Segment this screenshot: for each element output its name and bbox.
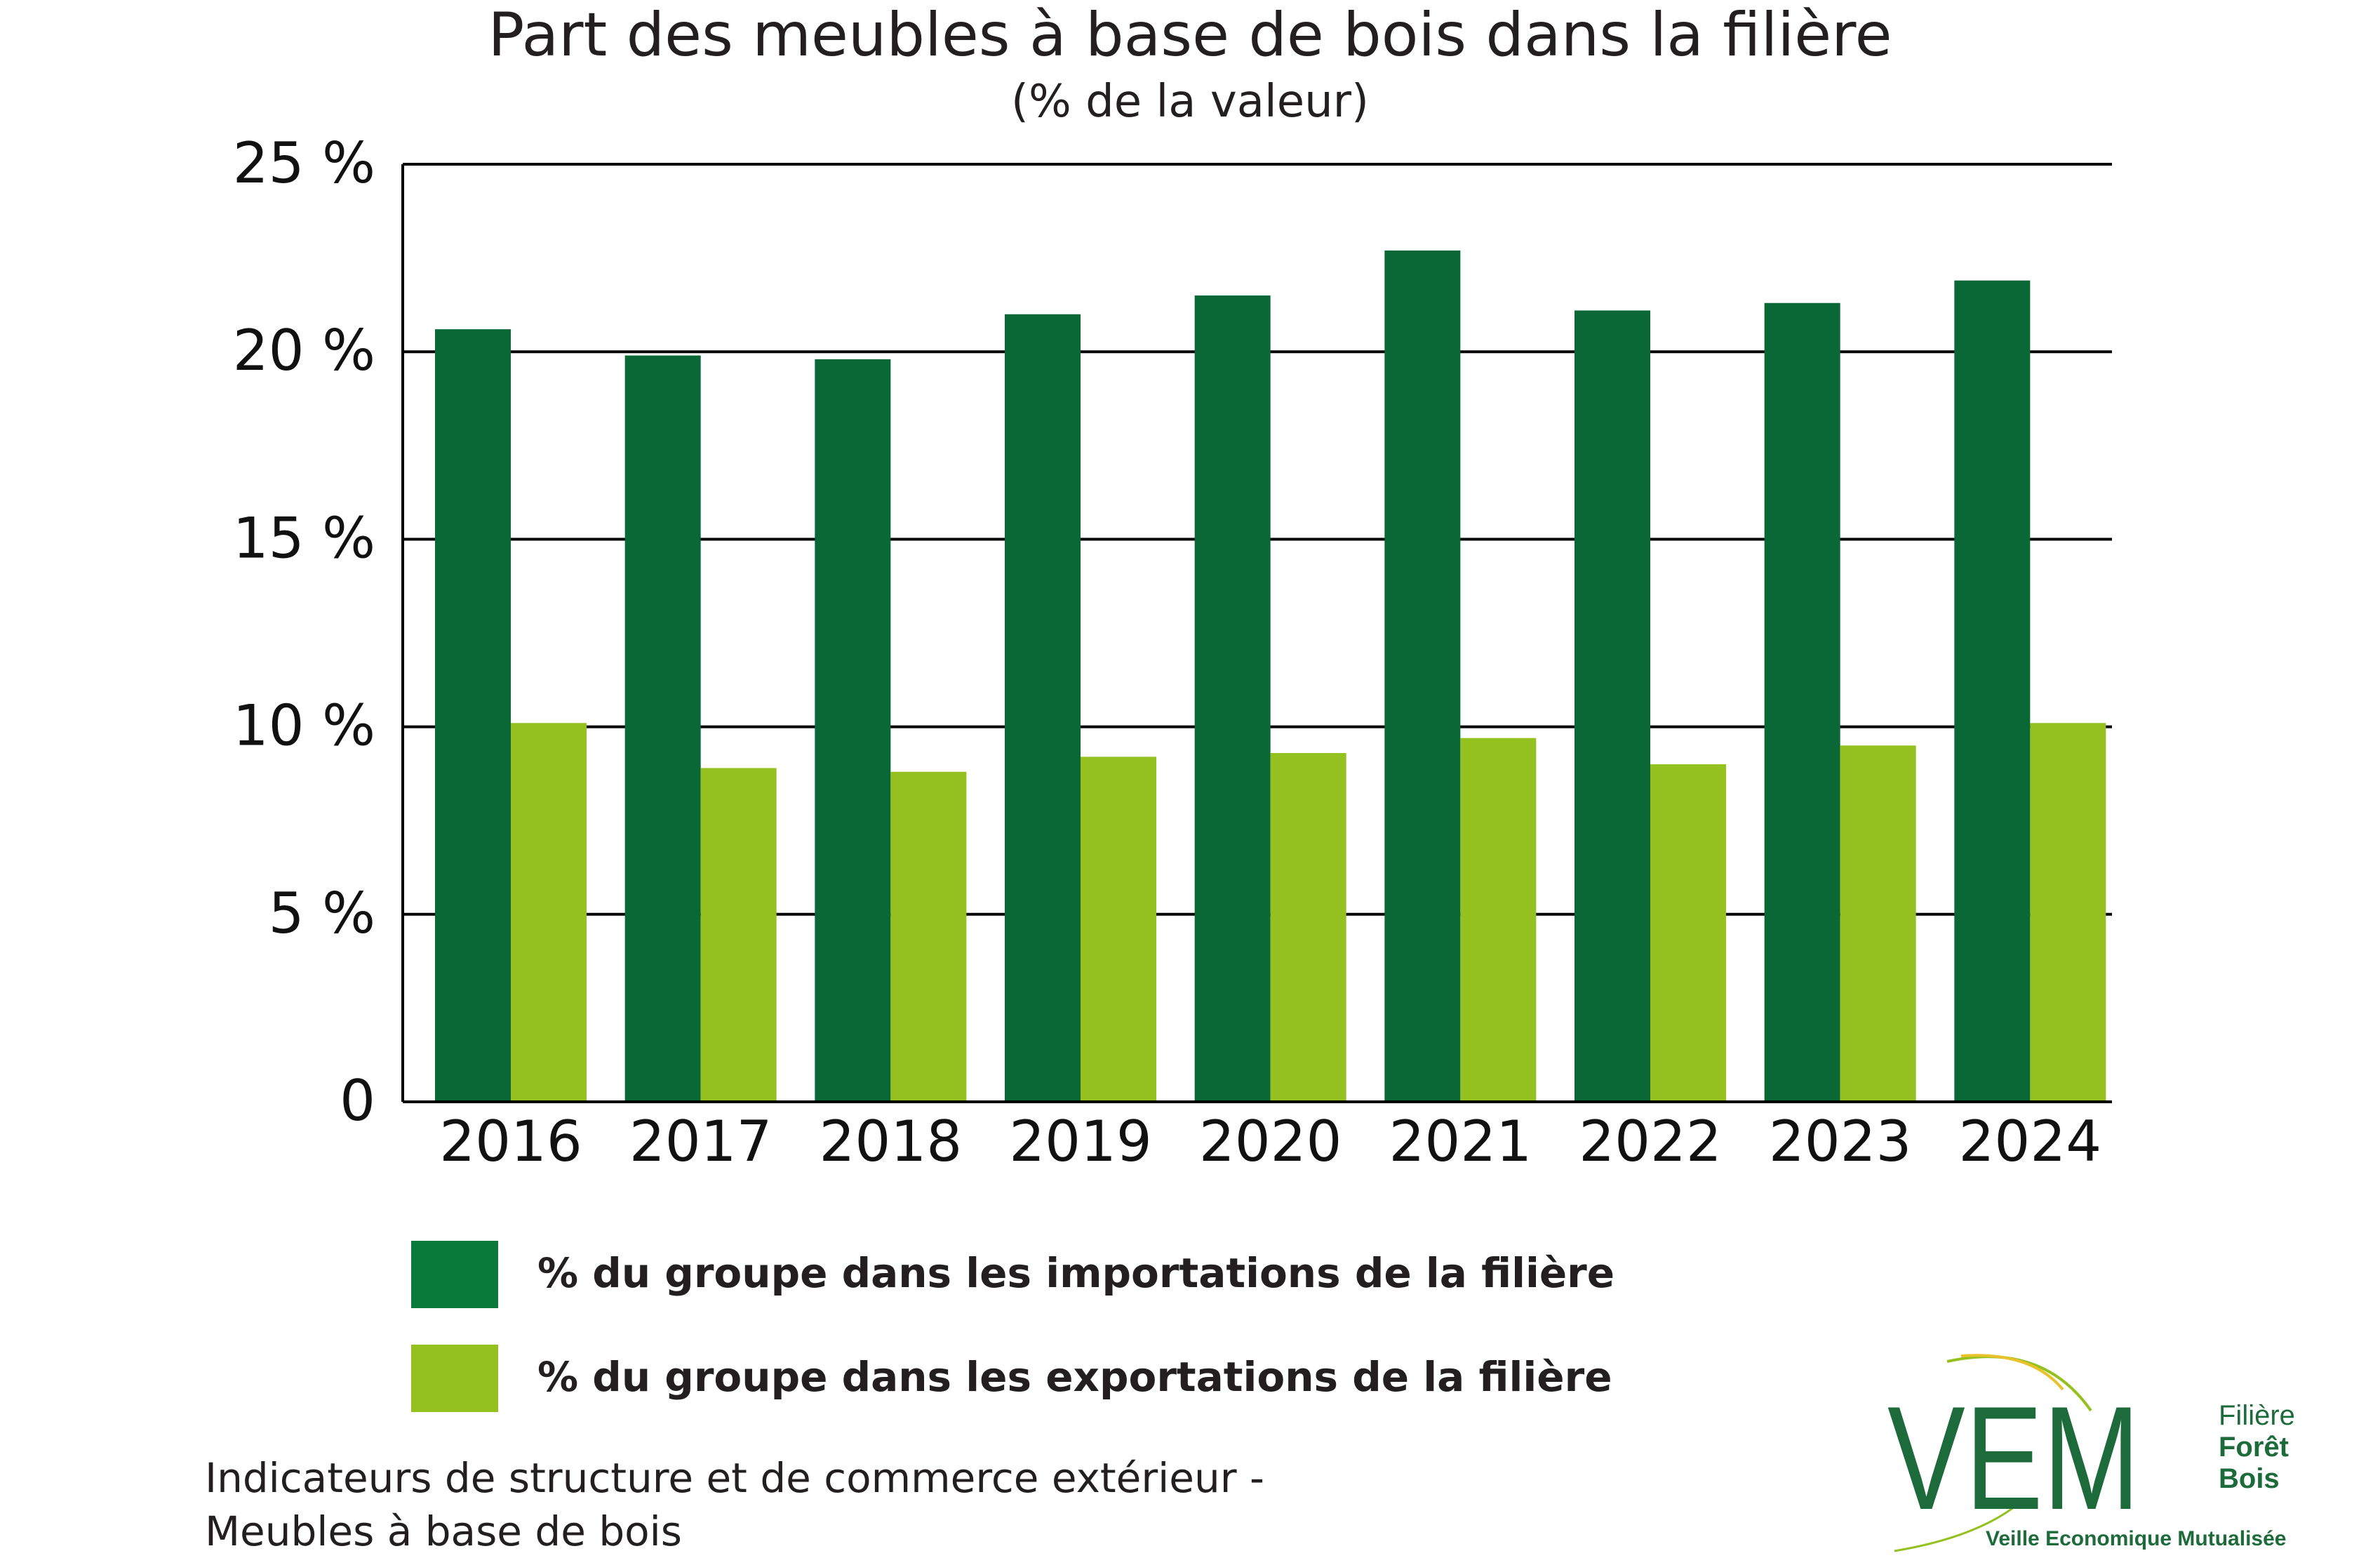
bar-imports [624, 355, 701, 1103]
x-tick-label: 2022 [1579, 1109, 1722, 1174]
logo-swoosh-green [1946, 1355, 2092, 1412]
y-tick-label: 10 % [233, 693, 375, 759]
y-tick-label: 20 % [233, 318, 375, 383]
logo-swoosh-yellow [1960, 1354, 2064, 1391]
bar-imports [435, 329, 511, 1102]
logo-line-3: Bois [2219, 1463, 2280, 1494]
x-tick-label: 2017 [629, 1109, 773, 1174]
y-tick-label: 5 % [269, 881, 375, 946]
x-tick-label: 2016 [439, 1109, 582, 1174]
bar-chart: 0 5 % 10 % 15 % 20 % 25 % 2016 2017 2018 2019 2020… [233, 131, 2112, 1174]
bar-exports [890, 771, 967, 1102]
logo-mark: VEM [1887, 1376, 2140, 1540]
chart-title: Part des meubles à base de bois dans la … [488, 0, 1892, 70]
x-tick-label: 2020 [1199, 1109, 1342, 1174]
x-tick-label: 2021 [1389, 1109, 1532, 1174]
bar-imports [1954, 280, 2031, 1102]
bar-exports [700, 768, 777, 1102]
chart-subtitle: (% de la valeur) [1011, 76, 1369, 128]
bar-exports [2030, 723, 2106, 1102]
y-tick-label: 15 % [233, 505, 375, 571]
bar-exports [511, 723, 587, 1102]
logo-line-2: Forêt [2219, 1432, 2289, 1463]
bar-imports [1575, 310, 1650, 1102]
x-tick-label: 2023 [1769, 1109, 1912, 1174]
y-tick-label: 25 % [233, 131, 375, 196]
bar-exports [1460, 738, 1537, 1102]
bar-exports [1270, 753, 1346, 1102]
bar-exports [1840, 745, 1916, 1102]
x-tick-label: 2018 [820, 1109, 963, 1174]
bar-imports [1194, 295, 1271, 1102]
bar-exports [1650, 764, 1726, 1102]
legend-swatch-exports [411, 1345, 498, 1412]
x-tick-label: 2024 [1959, 1109, 2102, 1174]
legend-label-exports: % du groupe dans les exportations de la … [537, 1353, 1612, 1401]
logo-line-1: Filière [2219, 1400, 2295, 1431]
bar-imports [1384, 250, 1461, 1102]
bar-imports [1005, 314, 1081, 1102]
bar-imports [1764, 302, 1840, 1102]
footer-line-1: Indicateurs de structure et de commerce … [205, 1454, 1264, 1502]
bar-imports [815, 359, 891, 1103]
x-tick-label: 2019 [1009, 1109, 1152, 1174]
y-tick-label: 0 [340, 1068, 375, 1133]
legend-swatch-imports [411, 1241, 498, 1308]
logo-tagline: Veille Economique Mutualisée [1986, 1527, 2286, 1550]
footer-line-2: Meubles à base de bois [205, 1507, 682, 1555]
bar-exports [1081, 757, 1156, 1102]
vem-logo: VEM Filière Forêt Bois Veille Economique… [1887, 1354, 2295, 1552]
legend-label-imports: % du groupe dans les importations de la … [537, 1249, 1615, 1297]
logo-swoosh-bottom [1894, 1500, 2021, 1552]
